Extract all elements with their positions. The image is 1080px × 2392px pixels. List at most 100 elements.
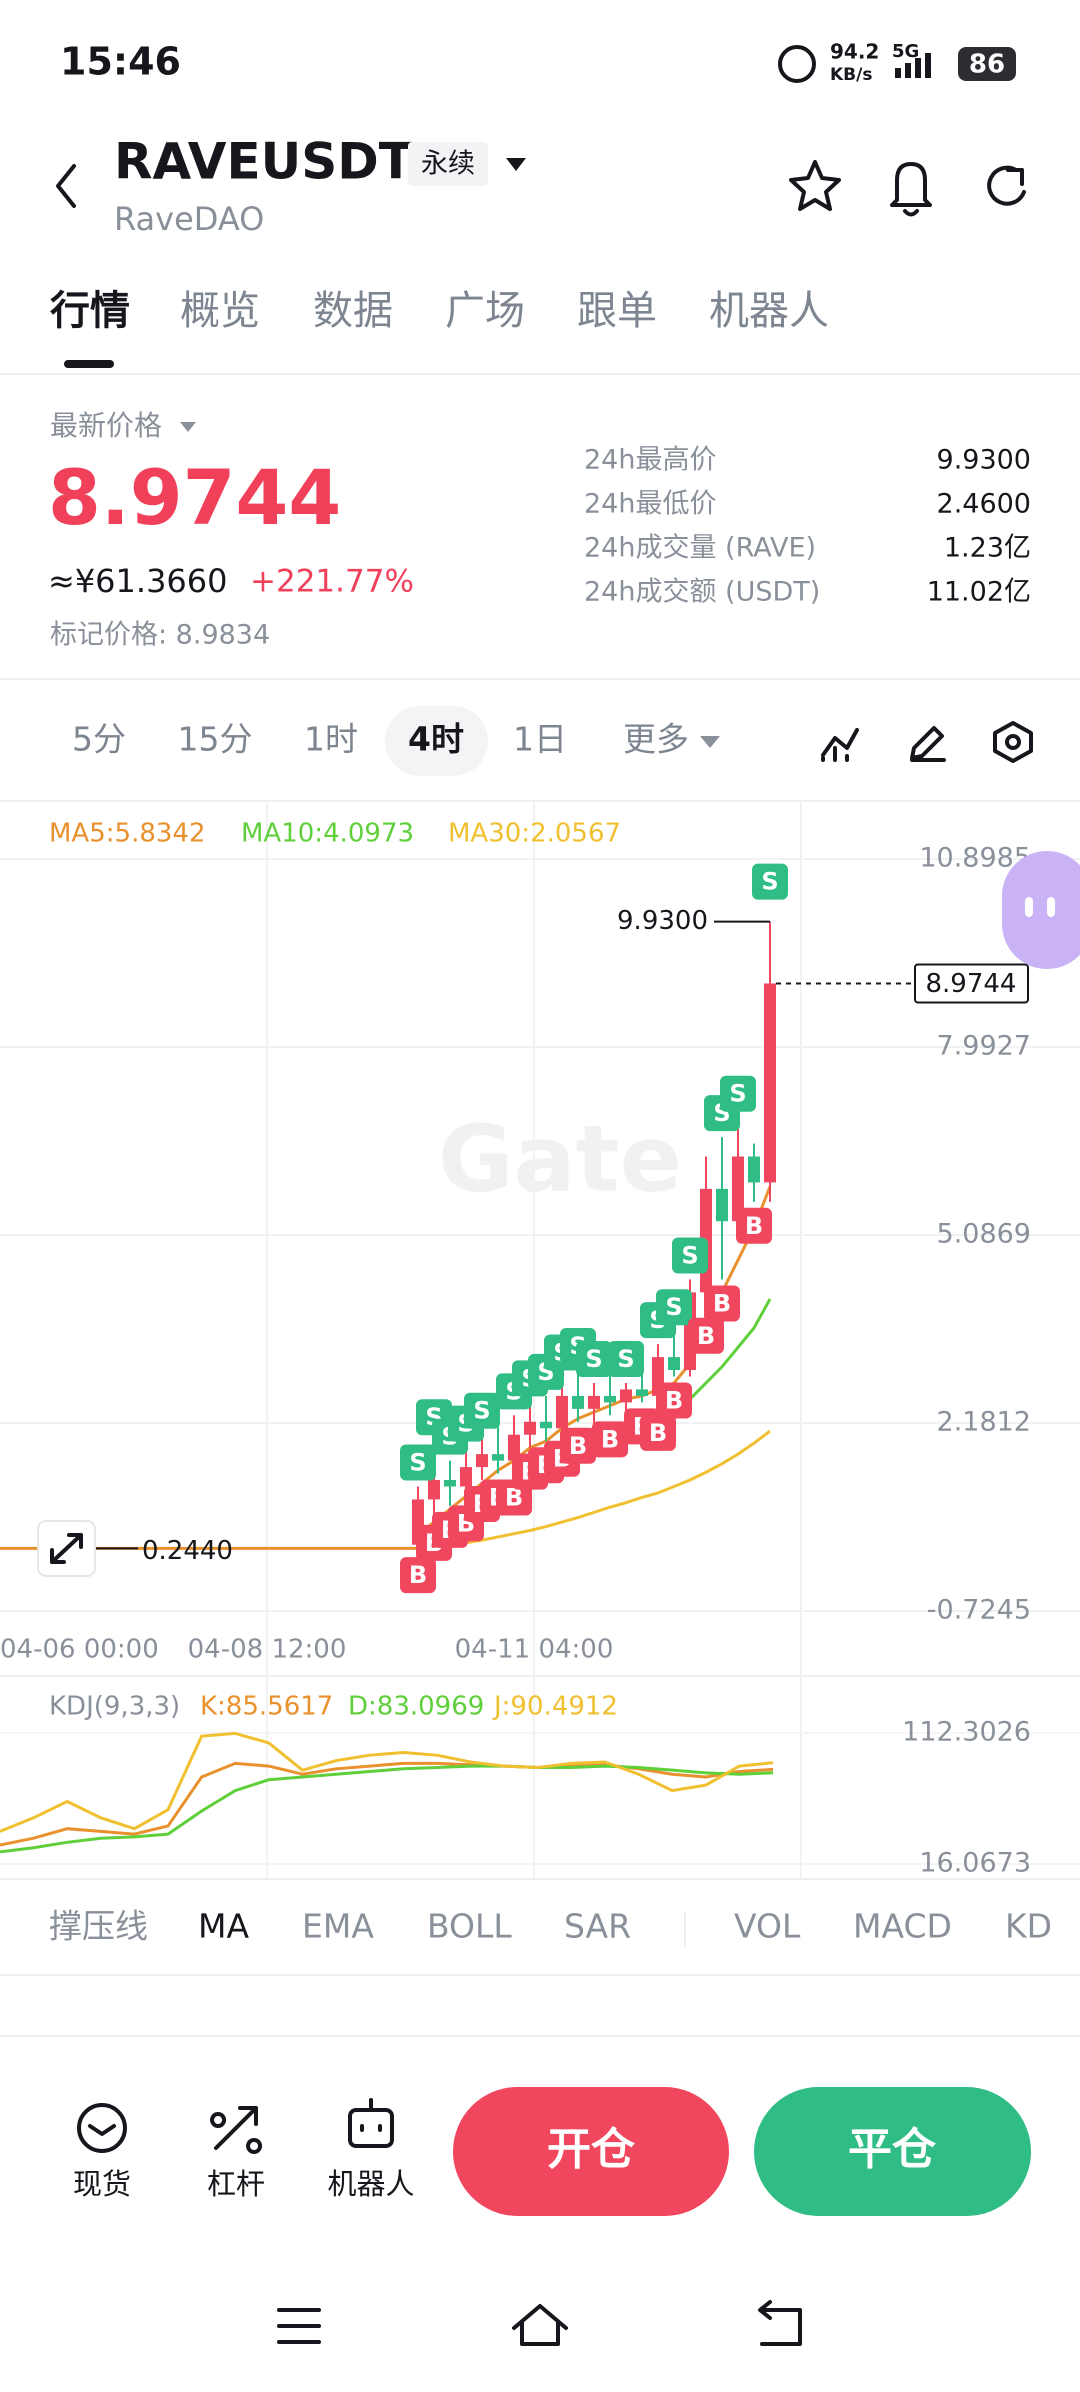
tab[interactable]: 广场 bbox=[445, 288, 525, 334]
indicator-icon[interactable] bbox=[821, 728, 859, 762]
x-tick-label: 04-08 12:00 bbox=[188, 1635, 347, 1665]
stat-label: 24h最高价 bbox=[584, 445, 716, 476]
nav-back[interactable] bbox=[758, 2300, 802, 2346]
spot-icon[interactable] bbox=[77, 2103, 127, 2153]
interval[interactable]: 4时 bbox=[408, 720, 464, 759]
assistant-bubble[interactable] bbox=[1002, 851, 1080, 969]
symbol: RAVEUSDT bbox=[114, 133, 413, 191]
tab[interactable]: 数据 bbox=[313, 288, 393, 334]
favorite[interactable] bbox=[789, 160, 841, 211]
network: 5G bbox=[892, 41, 919, 62]
indicator[interactable]: SAR bbox=[564, 1907, 631, 1946]
price-dropdown[interactable] bbox=[180, 422, 196, 432]
tab[interactable]: 行情 bbox=[50, 288, 130, 334]
trade-marker-label: B bbox=[601, 1425, 619, 1453]
bot-icon[interactable] bbox=[348, 2108, 394, 2148]
kdj-line bbox=[0, 1761, 774, 1847]
margin-icon[interactable] bbox=[210, 2106, 263, 2154]
alert[interactable] bbox=[890, 162, 932, 217]
interval[interactable]: 15分 bbox=[178, 720, 253, 759]
x-tick-label: 04-11 04:00 bbox=[455, 1635, 614, 1665]
cny-price: ≈¥61.3660 bbox=[48, 562, 228, 600]
y-tick-label: 16.0673 bbox=[919, 1848, 1031, 1879]
kdj-legend: J:90.4912 bbox=[492, 1692, 618, 1722]
contract-type: 永续 bbox=[421, 149, 475, 180]
kdj-chart: 112.3026 16.0673 KDJ(9,3,3) K:85.5617 D:83.0… bbox=[0, 1676, 1080, 1879]
trade-marker bbox=[656, 1289, 692, 1326]
tab[interactable]: 跟单 bbox=[577, 288, 657, 334]
tab-bar: 行情 概览 数据 广场 跟单 机器人 bbox=[50, 288, 829, 334]
indicator[interactable]: 撑压线 bbox=[49, 1907, 148, 1946]
kdj-line bbox=[0, 1731, 774, 1833]
net-speed: 94.2 bbox=[830, 40, 879, 64]
last-price-box bbox=[914, 963, 1029, 1004]
candle-body bbox=[444, 1480, 456, 1487]
y-tick-label: 7.9927 bbox=[937, 1031, 1031, 1062]
trade-marker bbox=[608, 1340, 644, 1377]
trade-marker-label: S bbox=[681, 1241, 698, 1269]
time: 15:46 bbox=[60, 40, 181, 84]
candle-body bbox=[588, 1395, 600, 1409]
trade-marker bbox=[672, 1237, 708, 1274]
contract-tag[interactable] bbox=[408, 142, 488, 186]
last-price: 8.9744 bbox=[48, 453, 341, 542]
indicator[interactable]: MACD bbox=[853, 1907, 952, 1946]
trade-marker bbox=[400, 1444, 436, 1481]
close-label: 平仓 bbox=[848, 2124, 937, 2175]
base-price-label: 0.2440 bbox=[142, 1536, 233, 1566]
bottom-actions: 现货 杠杆 机器人 bbox=[73, 2167, 415, 2201]
dropdown[interactable] bbox=[506, 158, 526, 171]
high-label: 9.9300 bbox=[617, 906, 708, 936]
candle-body bbox=[732, 1156, 744, 1222]
indicator[interactable]: KD bbox=[1005, 1907, 1052, 1946]
draw-icon[interactable] bbox=[910, 726, 946, 762]
nav-menu[interactable] bbox=[277, 2308, 321, 2344]
tab[interactable]: 机器人 bbox=[709, 288, 829, 334]
trade-marker-label: S bbox=[585, 1345, 602, 1373]
watermark: Gate bbox=[438, 1105, 682, 1212]
settings-icon[interactable] bbox=[993, 721, 1033, 763]
close-button[interactable] bbox=[754, 2087, 1031, 2216]
interval[interactable]: 5分 bbox=[72, 720, 126, 759]
trade-marker bbox=[688, 1317, 724, 1354]
stat-value: 2.4600 bbox=[937, 489, 1031, 520]
share[interactable] bbox=[987, 165, 1026, 206]
action-label[interactable]: 现货 bbox=[73, 2167, 131, 2201]
interval[interactable]: 1时 bbox=[304, 720, 358, 759]
candle-chart: 10.89857.99275.08692.1812-0.7245GateMA5:… bbox=[0, 801, 1080, 1676]
stats: 24h最高价 9.9300 24h最低价 2.4600 24h成交量 (RAVE) 1.2… bbox=[584, 445, 1031, 608]
assistant-eye bbox=[1047, 897, 1055, 917]
candle-body bbox=[428, 1480, 440, 1500]
indicator[interactable]: BOLL bbox=[427, 1907, 512, 1946]
open-button[interactable] bbox=[453, 2087, 729, 2216]
y-tick-label: 112.3026 bbox=[902, 1717, 1031, 1748]
interval[interactable]: 更多 bbox=[623, 720, 689, 759]
candle-body bbox=[764, 983, 776, 1183]
assistant-eye bbox=[1025, 897, 1033, 917]
trade-marker-label: B bbox=[569, 1432, 587, 1460]
trade-marker-label: S bbox=[409, 1448, 426, 1476]
action-label[interactable]: 杠杆 bbox=[207, 2167, 265, 2201]
tab[interactable]: 概览 bbox=[180, 288, 260, 334]
back-button[interactable] bbox=[56, 164, 76, 208]
indicator[interactable]: VOL bbox=[734, 1907, 801, 1946]
stat-label: 24h成交额 (USDT) bbox=[584, 577, 820, 608]
trade-marker bbox=[720, 1075, 756, 1112]
trade-marker-label: B bbox=[649, 1419, 667, 1447]
indicator[interactable]: EMA bbox=[302, 1907, 374, 1946]
kdj-line bbox=[0, 1764, 774, 1854]
candle-body bbox=[460, 1467, 472, 1487]
interval[interactable]: 1日 bbox=[513, 720, 567, 759]
trade-marker bbox=[464, 1392, 500, 1429]
tab-indicator bbox=[64, 360, 114, 368]
nav-home[interactable] bbox=[512, 2304, 568, 2346]
action-label[interactable]: 机器人 bbox=[327, 2167, 414, 2201]
more-dropdown[interactable] bbox=[700, 736, 720, 748]
trade-marker-label: S bbox=[729, 1080, 746, 1108]
trade-marker bbox=[576, 1340, 612, 1377]
stat-value: 1.23亿 bbox=[944, 533, 1031, 564]
stat-label: 24h成交量 (RAVE) bbox=[584, 533, 816, 564]
indicator[interactable]: MA bbox=[198, 1907, 249, 1946]
